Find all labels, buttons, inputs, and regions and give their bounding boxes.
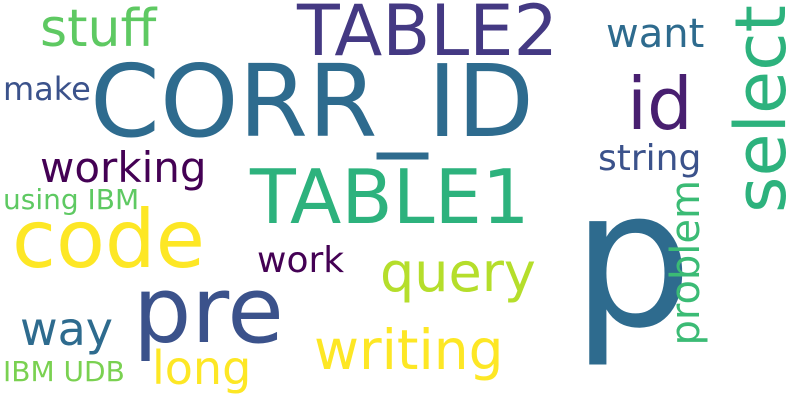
word-working: working [40, 143, 207, 192]
word-using-ibm: using IBM [3, 183, 140, 216]
word-query: query [380, 241, 536, 304]
word-table1: TABLE1 [250, 153, 530, 241]
word-table2: TABLE2 [297, 0, 558, 72]
word-make: make [3, 70, 91, 108]
word-select: select [720, 5, 800, 213]
word-want: want [606, 11, 705, 57]
word-long: long [152, 341, 252, 395]
word-ibm-udb: IBM UDB [3, 355, 125, 388]
word-writing: writing [314, 318, 504, 382]
word-id: id [627, 62, 693, 146]
word-string: string [598, 138, 702, 179]
word-way: way [20, 302, 114, 356]
word-pre: pre [133, 257, 284, 364]
word-stuff: stuff [40, 0, 157, 59]
word-corr-id: CORR_ID [90, 43, 534, 160]
word-work: work [257, 240, 345, 281]
word-code: code [12, 193, 205, 286]
word-p: p [572, 149, 693, 370]
word-problem: problem [663, 180, 709, 346]
